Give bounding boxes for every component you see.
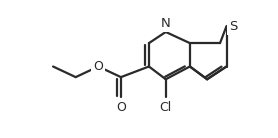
Text: Cl: Cl bbox=[160, 100, 172, 114]
Text: O: O bbox=[93, 60, 103, 73]
Text: S: S bbox=[229, 20, 237, 33]
Text: N: N bbox=[161, 17, 171, 30]
Text: O: O bbox=[116, 100, 126, 114]
